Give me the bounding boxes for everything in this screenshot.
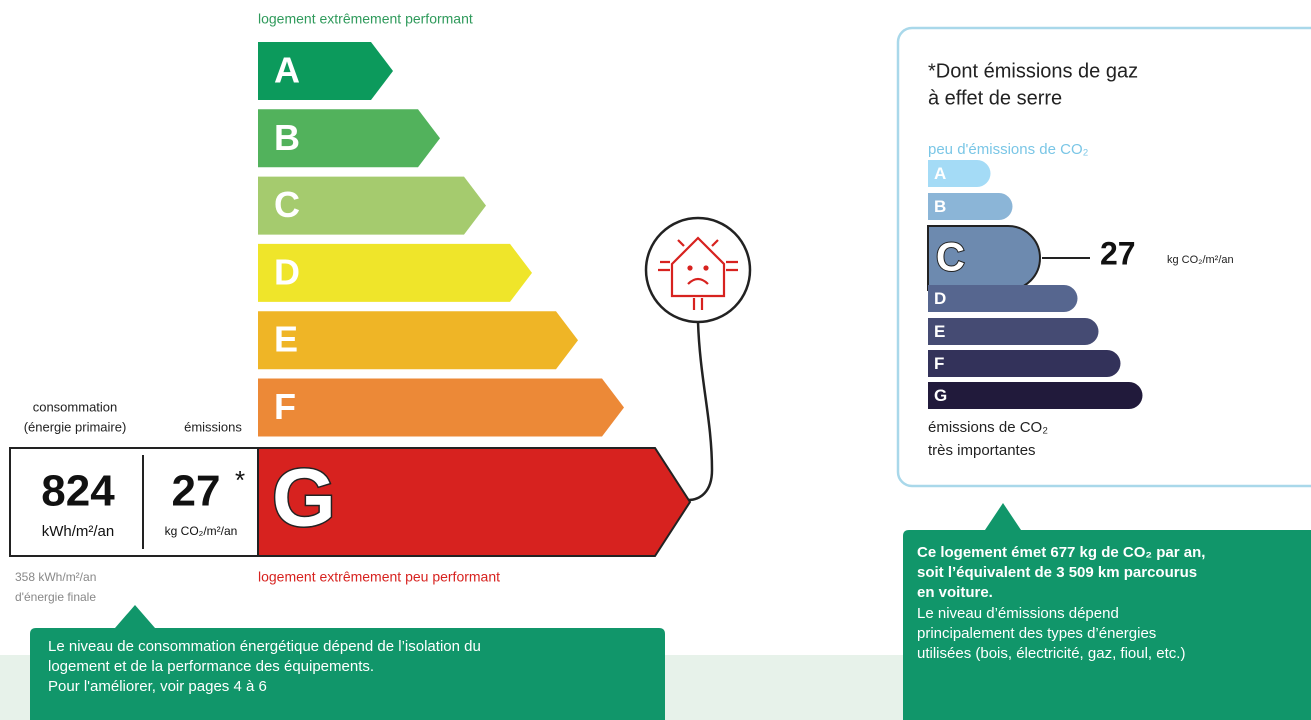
energy-callout-text: Le niveau de consommation énergétique dé… bbox=[48, 638, 481, 655]
energy-class-bar bbox=[258, 109, 440, 168]
consumption-value: 824 bbox=[41, 467, 115, 516]
climate-callout-bold: soit l’équivalent de 3 509 km parcourus bbox=[917, 564, 1197, 581]
final-energy: 358 kWh/m²/an bbox=[15, 570, 96, 584]
climate-unit: kg CO₂/m²/an bbox=[1167, 254, 1234, 266]
climate-callout-text: Le niveau d’émissions dépend bbox=[917, 605, 1119, 622]
climate-bottom-label: très importantes bbox=[928, 442, 1036, 459]
sad-house-icon bbox=[644, 216, 752, 324]
energy-callout-box bbox=[30, 605, 665, 720]
climate-callout-box bbox=[903, 503, 1311, 720]
climate-class-letter: E bbox=[934, 322, 945, 341]
energy-class-bar bbox=[258, 243, 532, 302]
climate-class-letter: D bbox=[934, 289, 946, 308]
climate-class-bar bbox=[928, 285, 1078, 312]
climate-class-bar bbox=[928, 350, 1121, 377]
energy-class-letter: D bbox=[274, 251, 300, 292]
climate-class-letter: G bbox=[934, 386, 947, 405]
energy-class-letter: A bbox=[274, 50, 300, 91]
energy-class-bar bbox=[258, 42, 393, 100]
climate-callout-text: principalement des types d’énergies bbox=[917, 625, 1156, 642]
emissions-value: 27 bbox=[172, 467, 221, 516]
top-label: logement extrêmement performant bbox=[258, 11, 473, 27]
climate-title: à effet de serre bbox=[928, 87, 1062, 109]
climate-title: *Dont émissions de gaz bbox=[928, 60, 1138, 82]
energy-class-bar bbox=[258, 378, 624, 437]
emissions-star: * bbox=[235, 465, 245, 495]
climate-callout-bold: en voiture. bbox=[917, 584, 993, 601]
energy-callout-text: Pour l'améliorer, voir pages 4 à 6 bbox=[48, 678, 267, 695]
energy-class-bar bbox=[258, 176, 486, 235]
energy-class-letter: E bbox=[274, 319, 298, 360]
energy-class-letter: B bbox=[274, 117, 300, 158]
energy-class-letter: C bbox=[274, 184, 300, 225]
energy-class-letter-current: G bbox=[272, 453, 336, 544]
climate-value: 27 bbox=[1100, 235, 1136, 271]
emissions-label: émissions bbox=[184, 419, 242, 434]
climate-class-bar bbox=[928, 193, 1013, 220]
value-box bbox=[9, 447, 261, 557]
climate-class-bar bbox=[928, 382, 1143, 409]
climate-bottom-label: émissions de CO₂ bbox=[928, 419, 1048, 436]
emissions-unit: kg CO₂/m²/an bbox=[165, 524, 238, 538]
energy-callout-text: logement et de la performance des équipe… bbox=[48, 658, 374, 675]
climate-class-letter-current: C bbox=[936, 236, 965, 280]
climate-class-bar bbox=[928, 318, 1099, 345]
climate-class-bar bbox=[928, 160, 991, 187]
final-energy: d'énergie finale bbox=[15, 590, 96, 604]
consumption-unit: kWh/m²/an bbox=[42, 523, 115, 540]
energy-class-bar-current bbox=[257, 447, 692, 557]
bottom-label: logement extrêmement peu performant bbox=[258, 569, 500, 585]
energy-class-letter: F bbox=[274, 386, 296, 427]
climate-class-letter: A bbox=[934, 164, 946, 183]
climate-class-letter: F bbox=[934, 354, 944, 373]
climate-class-letter: B bbox=[934, 197, 946, 216]
consumption-label: consommation bbox=[33, 399, 118, 414]
connector bbox=[687, 321, 714, 502]
climate-callout-text: utilisées (bois, électricité, gaz, fioul… bbox=[917, 645, 1185, 662]
climate-callout-bold: Ce logement émet 677 kg de CO₂ par an, bbox=[917, 544, 1205, 561]
energy-class-bar bbox=[258, 311, 578, 370]
consumption-label: (énergie primaire) bbox=[24, 419, 127, 434]
climate-top-label: peu d'émissions de CO₂ bbox=[928, 141, 1089, 158]
